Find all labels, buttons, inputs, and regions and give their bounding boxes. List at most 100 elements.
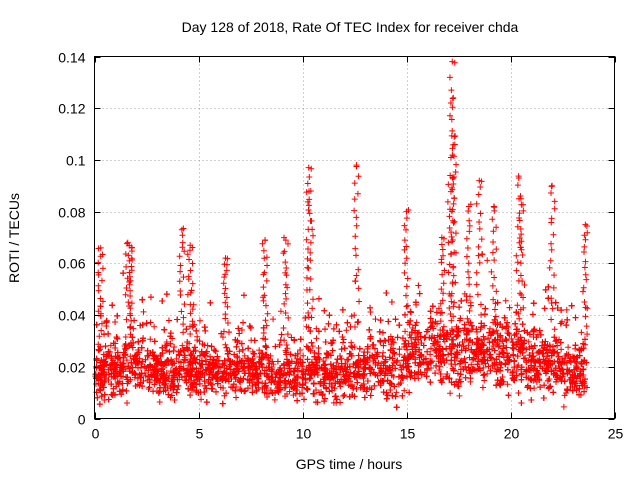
data-point — [480, 384, 486, 390]
data-point — [109, 302, 115, 308]
data-point — [270, 316, 276, 322]
data-point — [238, 388, 244, 394]
data-point — [568, 359, 574, 365]
data-point — [415, 282, 421, 288]
data-point — [505, 392, 511, 398]
data-point — [275, 358, 281, 364]
data-point — [122, 346, 128, 352]
data-point — [272, 343, 278, 349]
data-point — [561, 404, 567, 410]
data-point — [387, 387, 393, 393]
chart-title: Day 128 of 2018, Rate Of TEC Index for r… — [182, 19, 519, 35]
data-point — [553, 379, 559, 385]
data-point — [427, 379, 433, 385]
data-point — [393, 393, 399, 399]
data-point — [324, 351, 330, 357]
data-point — [183, 326, 189, 332]
data-point — [240, 347, 246, 353]
data-point — [174, 390, 180, 396]
data-point — [515, 353, 521, 359]
data-point — [377, 329, 383, 335]
data-point — [503, 337, 509, 343]
data-point — [384, 396, 390, 402]
data-point — [367, 370, 373, 376]
data-point — [480, 372, 486, 378]
data-point — [337, 399, 343, 405]
data-point — [340, 307, 346, 313]
data-point — [394, 404, 400, 410]
data-point — [348, 343, 354, 349]
data-point — [309, 340, 315, 346]
data-point — [204, 399, 210, 405]
data-point — [322, 326, 328, 332]
data-point — [357, 346, 363, 352]
data-point — [220, 401, 226, 407]
data-point — [198, 396, 204, 402]
data-point — [223, 345, 229, 351]
data-point — [516, 390, 522, 396]
data-point — [339, 346, 345, 352]
data-point — [482, 311, 488, 317]
data-point — [489, 346, 495, 352]
data-point — [304, 387, 310, 393]
data-point — [343, 327, 349, 333]
data-point — [432, 370, 438, 376]
data-point — [381, 389, 387, 395]
data-point — [174, 317, 180, 323]
data-point — [310, 391, 316, 397]
data-point — [340, 393, 346, 399]
data-point — [307, 328, 313, 334]
data-point — [278, 337, 284, 343]
data-point — [493, 314, 499, 320]
data-point — [512, 321, 518, 327]
data-point — [207, 300, 213, 306]
data-point — [141, 309, 147, 315]
data-point — [300, 381, 306, 387]
data-point — [421, 335, 427, 341]
data-point — [492, 347, 498, 353]
data-point — [503, 298, 509, 304]
data-point — [112, 345, 118, 351]
data-point — [481, 372, 487, 378]
data-point — [531, 300, 537, 306]
data-point — [106, 397, 112, 403]
data-point — [323, 339, 329, 345]
data-point — [559, 319, 565, 325]
data-point — [213, 389, 219, 395]
data-point — [479, 251, 485, 257]
data-point — [564, 317, 570, 323]
data-point — [424, 349, 430, 355]
data-point — [206, 361, 212, 367]
data-point — [370, 342, 376, 348]
data-point — [300, 353, 306, 359]
data-point — [389, 393, 395, 399]
data-point — [541, 395, 547, 401]
data-point — [333, 322, 339, 328]
data-point — [337, 353, 343, 359]
data-point — [291, 338, 297, 344]
data-point — [399, 393, 405, 399]
data-point — [298, 336, 304, 342]
data-point — [112, 319, 118, 325]
data-point — [528, 397, 534, 403]
data-point — [163, 347, 169, 353]
data-point — [469, 323, 475, 329]
data-point — [241, 292, 247, 298]
data-point — [245, 345, 251, 351]
data-point — [159, 298, 165, 304]
data-point — [151, 324, 157, 330]
data-point — [172, 397, 178, 403]
data-point — [530, 311, 536, 317]
data-point — [323, 386, 329, 392]
data-point — [439, 310, 445, 316]
data-point — [486, 339, 492, 345]
data-point — [456, 393, 462, 399]
data-point — [458, 298, 464, 304]
data-point — [325, 321, 331, 327]
data-point — [120, 270, 126, 276]
data-point — [233, 344, 239, 350]
data-point — [331, 326, 337, 332]
data-point — [326, 312, 332, 318]
data-point — [417, 291, 423, 297]
data-point — [427, 351, 433, 357]
